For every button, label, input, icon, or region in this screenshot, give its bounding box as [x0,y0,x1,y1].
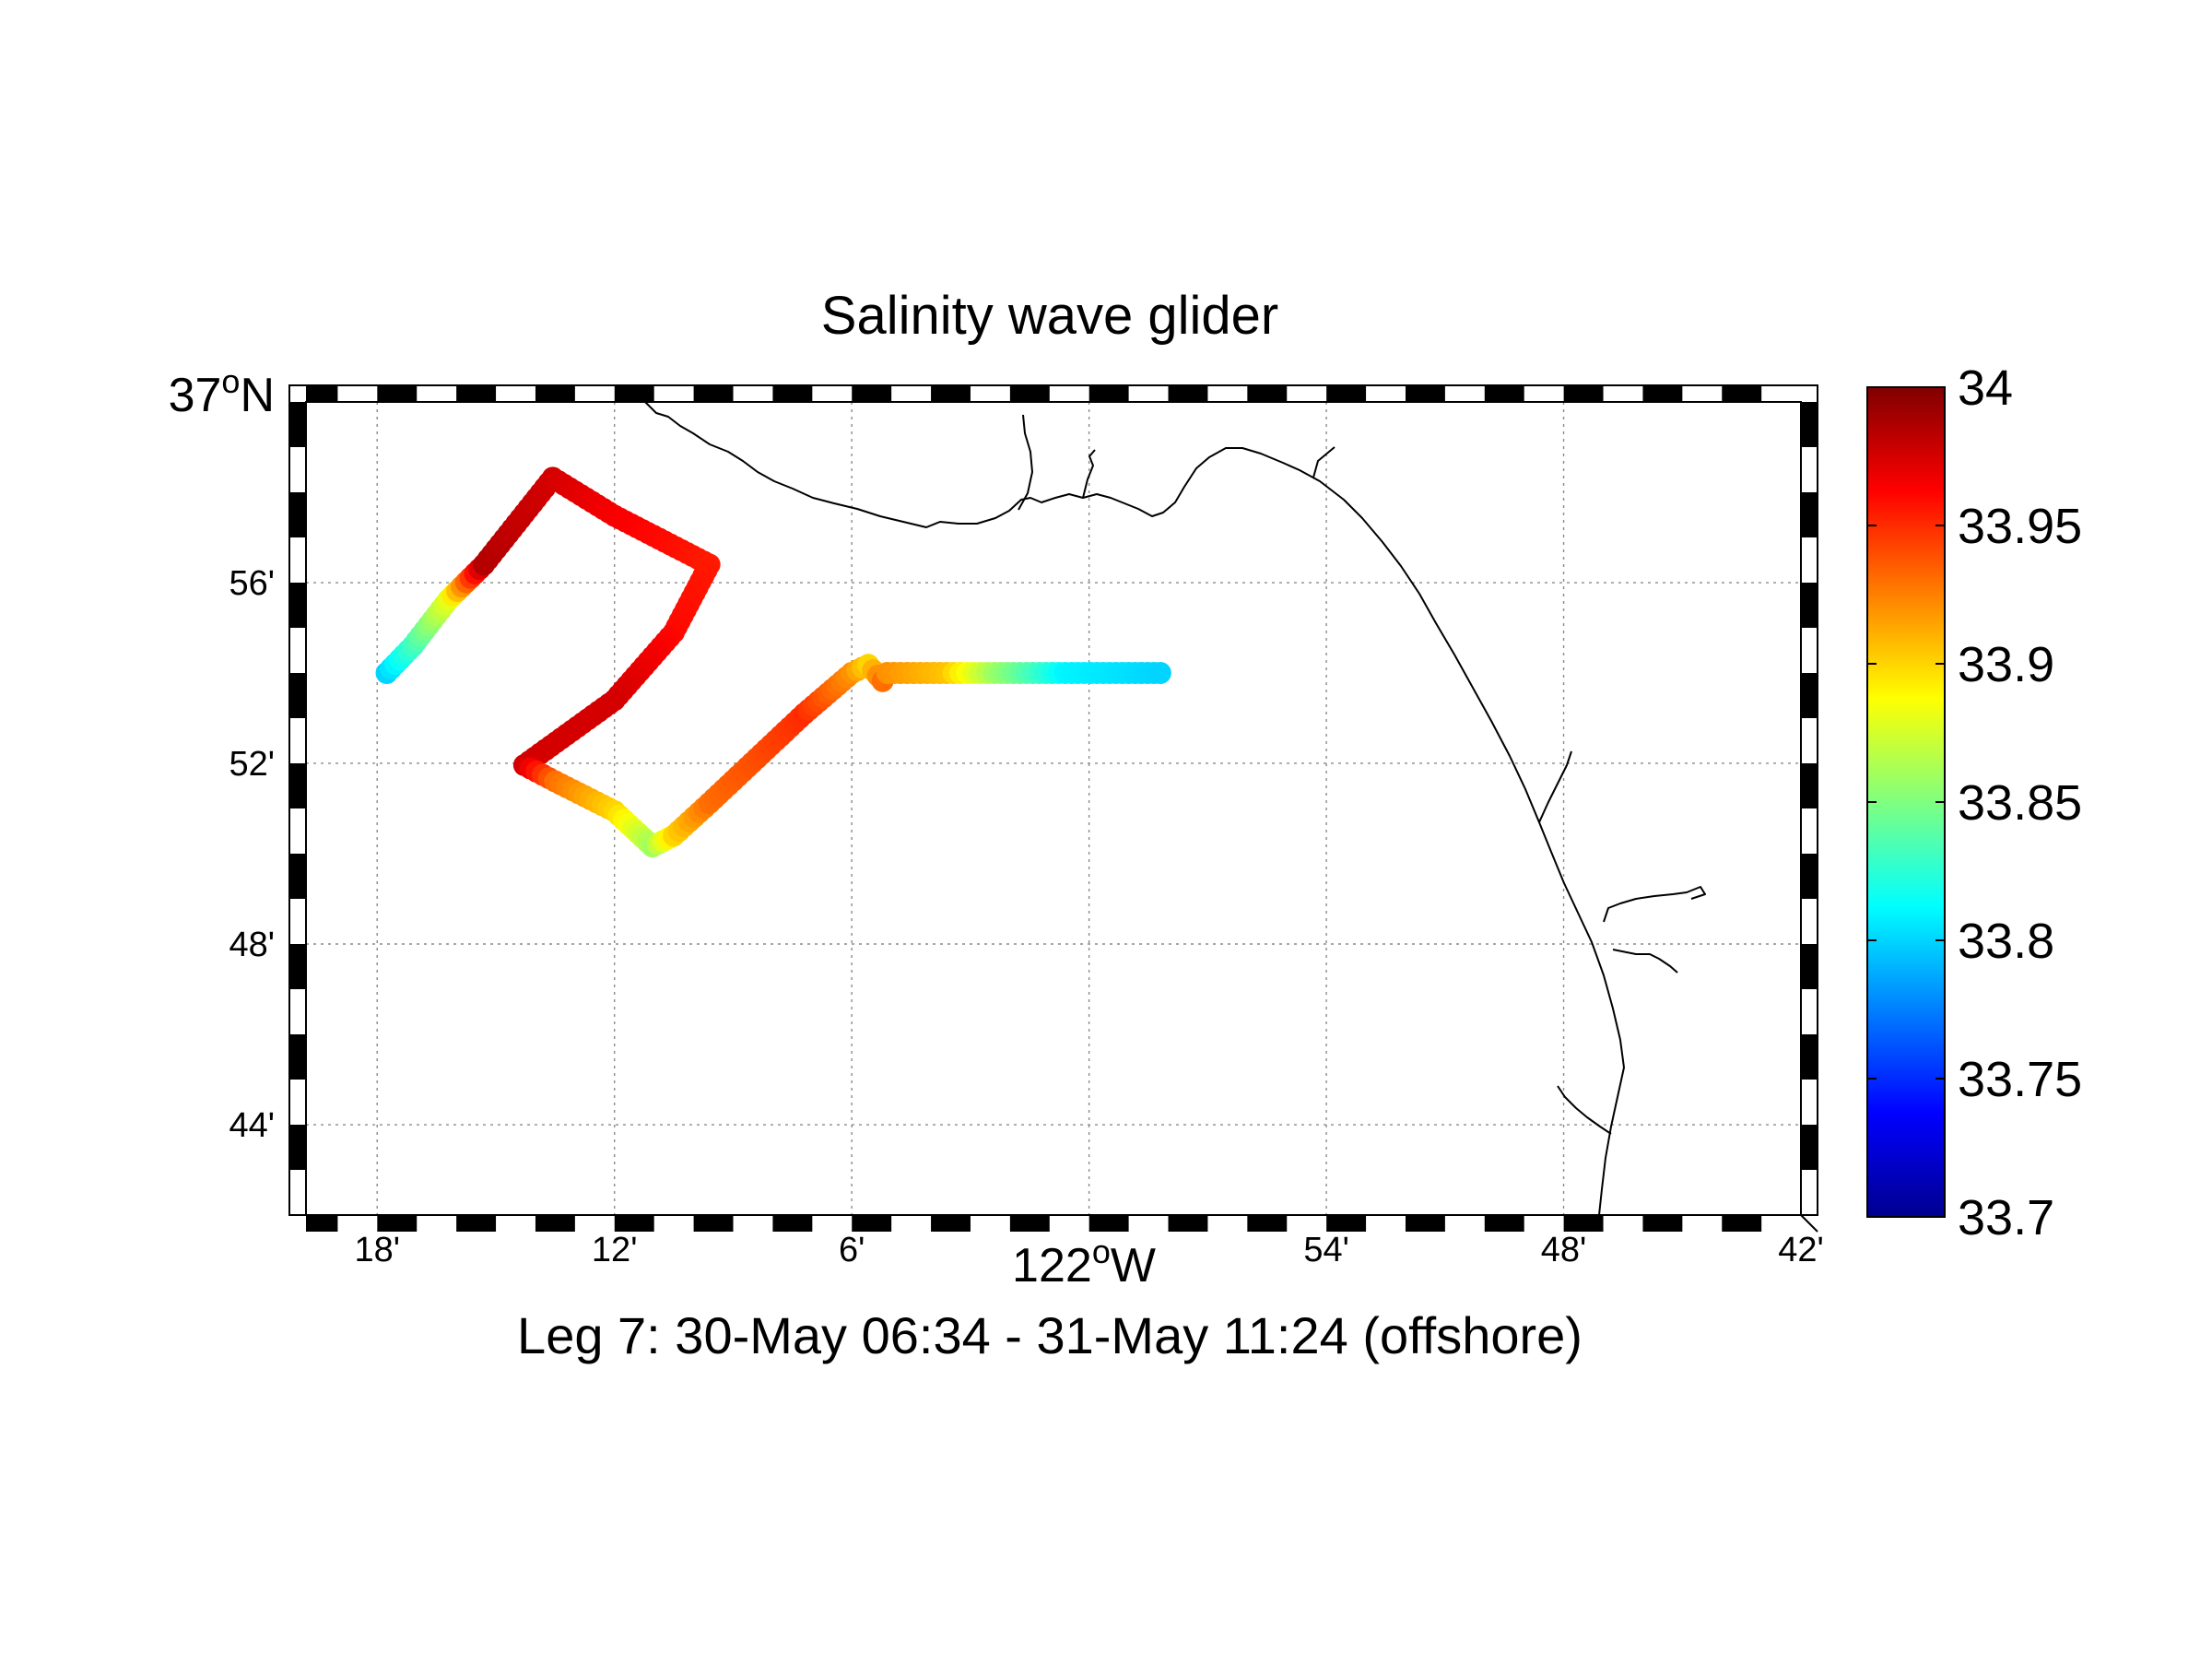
frame-check-right [1801,763,1818,808]
frame-check-right [1801,492,1818,537]
glider-track [375,466,1171,858]
river-inlet-2 [1082,449,1096,499]
colorbar [1866,386,1946,1218]
frame-check-right [1801,854,1818,899]
colorbar-tick-label-0: 34 [1958,360,2013,416]
caption: Leg 7: 30-May 06:34 - 31-May 11:24 (offs… [517,1306,1583,1364]
frame-check-left [289,492,306,537]
estuary-3 [1612,949,1678,974]
colorbar-tick-label-5: 33.75 [1958,1052,2082,1107]
x-tick-label-5: 42' [1778,1231,1824,1269]
frame-check-left [289,1125,306,1170]
frame-check-left [289,1034,306,1080]
frame-check-top [1563,385,1604,402]
frame-check-right [1801,1034,1818,1080]
y-tick-label-2: 48' [229,926,275,964]
harbor-jetty [1557,1085,1612,1135]
colorbar-tick-label-4: 33.8 [1958,914,2054,969]
frame-check-bottom [456,1215,497,1232]
frame-check-left [289,763,306,808]
y-tick-label-0: 56' [229,564,275,603]
frame-check-right [1801,402,1818,447]
frame-check-bottom [852,1215,892,1232]
frame-check-top [456,385,497,402]
x-tick-label-3: 54' [1303,1231,1349,1269]
estuary-1 [1538,750,1572,823]
frame-check-top [1484,385,1524,402]
frame-check-top [772,385,813,402]
x-tick-labels: 18' 12' 6' 54' 48' 42' [354,1231,1823,1269]
coastline [644,402,1625,1215]
estuary-2 [1603,886,1706,923]
frame-check-top [1722,385,1762,402]
frame-check-bottom [1563,1215,1604,1232]
colorbar-tick-label-1: 33.95 [1958,499,2082,554]
river-inlet-3 [1312,446,1335,478]
frame-check-right [1801,583,1818,628]
frame-check-top [377,385,418,402]
frame-check-bottom [377,1215,418,1232]
frame-check-bottom [1484,1215,1524,1232]
frame-check-bottom [1247,1215,1288,1232]
frame-check-top [1088,385,1129,402]
frame-check-left [289,402,306,447]
frame-check-bottom [772,1215,813,1232]
frame-check-bottom [1168,1215,1208,1232]
map-frame-checks [289,385,1818,1232]
y-degree-label: 37oN [169,362,275,422]
colorbar-tick-label-2: 33.9 [1958,637,2054,692]
frame-check-bottom [614,1215,654,1232]
frame-check-right [1801,673,1818,718]
colorbar-tick-label-6: 33.7 [1958,1190,2054,1245]
frame-check-bottom [1722,1215,1762,1232]
frame-check-top [1642,385,1683,402]
frame-check-top [1405,385,1445,402]
frame-check-bottom [693,1215,734,1232]
frame-check-top [1009,385,1050,402]
frame-check-top [1326,385,1367,402]
y-tick-labels: 56' 52' 48' 44' [229,564,275,1145]
frame-check-right [1801,1125,1818,1170]
frame-check-top [535,385,575,402]
frame-check-left [289,944,306,989]
frame-check-left [289,583,306,628]
y-tick-label-1: 52' [229,745,275,784]
frame-check-top [1168,385,1208,402]
frame-check-bottom [1642,1215,1683,1232]
frame-check-right [1801,944,1818,989]
frame-check-top [931,385,971,402]
x-tick-label-2: 6' [839,1231,865,1269]
x-tick-label-4: 48' [1541,1231,1587,1269]
colorbar-tick-label-3: 33.85 [1958,775,2082,831]
x-degree-label: 122oW [1012,1233,1156,1292]
frame-check-top [306,385,338,402]
x-tick-label-1: 12' [592,1231,638,1269]
frame-check-bottom [1009,1215,1050,1232]
map-background [306,402,1801,1215]
frame-check-top [852,385,892,402]
frame-check-left [289,854,306,899]
frame-check-top [614,385,654,402]
river-inlet-1 [1018,414,1033,511]
frame-check-bottom [535,1215,575,1232]
y-tick-label-3: 44' [229,1106,275,1145]
x-tick-label-0: 18' [354,1231,400,1269]
frame-check-bottom [931,1215,971,1232]
chart-title: Salinity wave glider [821,286,1278,346]
frame-check-top [693,385,734,402]
frame-check-bottom [1405,1215,1445,1232]
frame-check-bottom [1088,1215,1129,1232]
track-point [1148,662,1171,684]
frame-check-left [289,673,306,718]
frame-corner-br [1800,1214,1818,1233]
colorbar-ticks: 34 33.95 33.9 33.85 33.8 33.75 33.7 [1867,360,2082,1245]
frame-check-bottom [306,1215,338,1232]
frame-check-bottom [1326,1215,1367,1232]
frame-check-top [1247,385,1288,402]
